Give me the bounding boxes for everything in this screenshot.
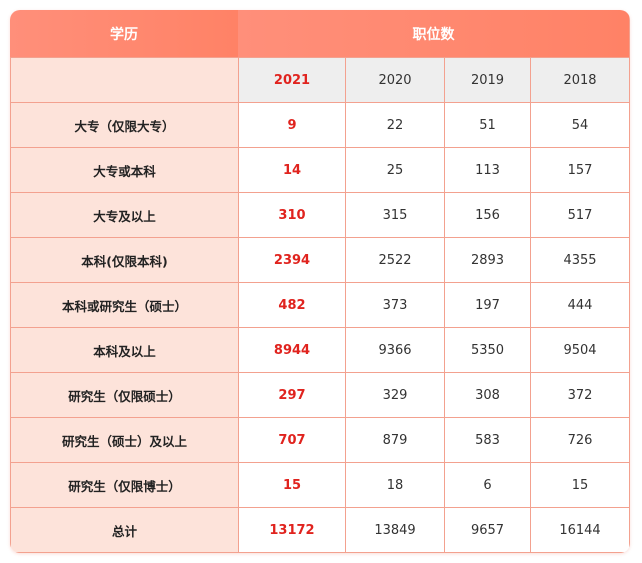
cell-2018: 4355 [530,237,630,282]
cell-2018: 157 [530,147,630,192]
cell-2021: 8944 [238,327,345,372]
row-label: 研究生（仅限硕士） [10,372,238,417]
year-2021: 2021 [238,57,345,102]
table-row: 研究生（仅限硕士） 297 329 308 372 [10,372,630,417]
table-row: 本科及以上 8944 9366 5350 9504 [10,327,630,372]
cell-2019: 113 [444,147,530,192]
total-2018: 16144 [530,507,630,553]
table-row: 研究生（硕士）及以上 707 879 583 726 [10,417,630,462]
year-row: 2021 2020 2019 2018 [10,57,630,102]
total-label: 总计 [10,507,238,553]
cell-2018: 726 [530,417,630,462]
cell-2020: 315 [345,192,444,237]
header-positions: 职位数 [238,10,630,57]
positions-table: 学历 职位数 2021 2020 2019 2018 大专（仅限大专） 9 22… [10,10,630,553]
total-2019: 9657 [444,507,530,553]
year-2019: 2019 [444,57,530,102]
cell-2018: 444 [530,282,630,327]
cell-2019: 51 [444,102,530,147]
cell-2018: 517 [530,192,630,237]
table-row: 研究生（仅限博士） 15 18 6 15 [10,462,630,507]
row-label: 研究生（硕士）及以上 [10,417,238,462]
row-label: 大专或本科 [10,147,238,192]
cell-2021: 14 [238,147,345,192]
cell-2019: 6 [444,462,530,507]
cell-2019: 5350 [444,327,530,372]
table-row: 本科(仅限本科) 2394 2522 2893 4355 [10,237,630,282]
table-row: 大专（仅限大专） 9 22 51 54 [10,102,630,147]
cell-2021: 297 [238,372,345,417]
table-row: 大专及以上 310 315 156 517 [10,192,630,237]
cell-2020: 329 [345,372,444,417]
table-row: 大专或本科 14 25 113 157 [10,147,630,192]
cell-2020: 25 [345,147,444,192]
row-label: 本科或研究生（硕士） [10,282,238,327]
row-label: 大专及以上 [10,192,238,237]
cell-2019: 2893 [444,237,530,282]
total-row: 总计 13172 13849 9657 16144 [10,507,630,553]
cell-2020: 18 [345,462,444,507]
cell-2019: 197 [444,282,530,327]
row-label: 研究生（仅限博士） [10,462,238,507]
cell-2019: 308 [444,372,530,417]
row-label: 本科及以上 [10,327,238,372]
cell-2021: 15 [238,462,345,507]
cell-2020: 373 [345,282,444,327]
cell-2019: 156 [444,192,530,237]
cell-2018: 15 [530,462,630,507]
total-2021: 13172 [238,507,345,553]
cell-2018: 54 [530,102,630,147]
table-row: 本科或研究生（硕士） 482 373 197 444 [10,282,630,327]
cell-2020: 2522 [345,237,444,282]
cell-2020: 22 [345,102,444,147]
row-label: 本科(仅限本科) [10,237,238,282]
year-row-blank [10,57,238,102]
cell-2020: 9366 [345,327,444,372]
cell-2020: 879 [345,417,444,462]
cell-2021: 482 [238,282,345,327]
cell-2018: 372 [530,372,630,417]
cell-2021: 310 [238,192,345,237]
year-2018: 2018 [530,57,630,102]
cell-2019: 583 [444,417,530,462]
row-label: 大专（仅限大专） [10,102,238,147]
total-2020: 13849 [345,507,444,553]
year-2020: 2020 [345,57,444,102]
header-education: 学历 [10,10,238,57]
cell-2021: 2394 [238,237,345,282]
positions-table-container: 学历 职位数 2021 2020 2019 2018 大专（仅限大专） 9 22… [10,10,630,553]
cell-2018: 9504 [530,327,630,372]
cell-2021: 707 [238,417,345,462]
table-header-row: 学历 职位数 [10,10,630,57]
cell-2021: 9 [238,102,345,147]
